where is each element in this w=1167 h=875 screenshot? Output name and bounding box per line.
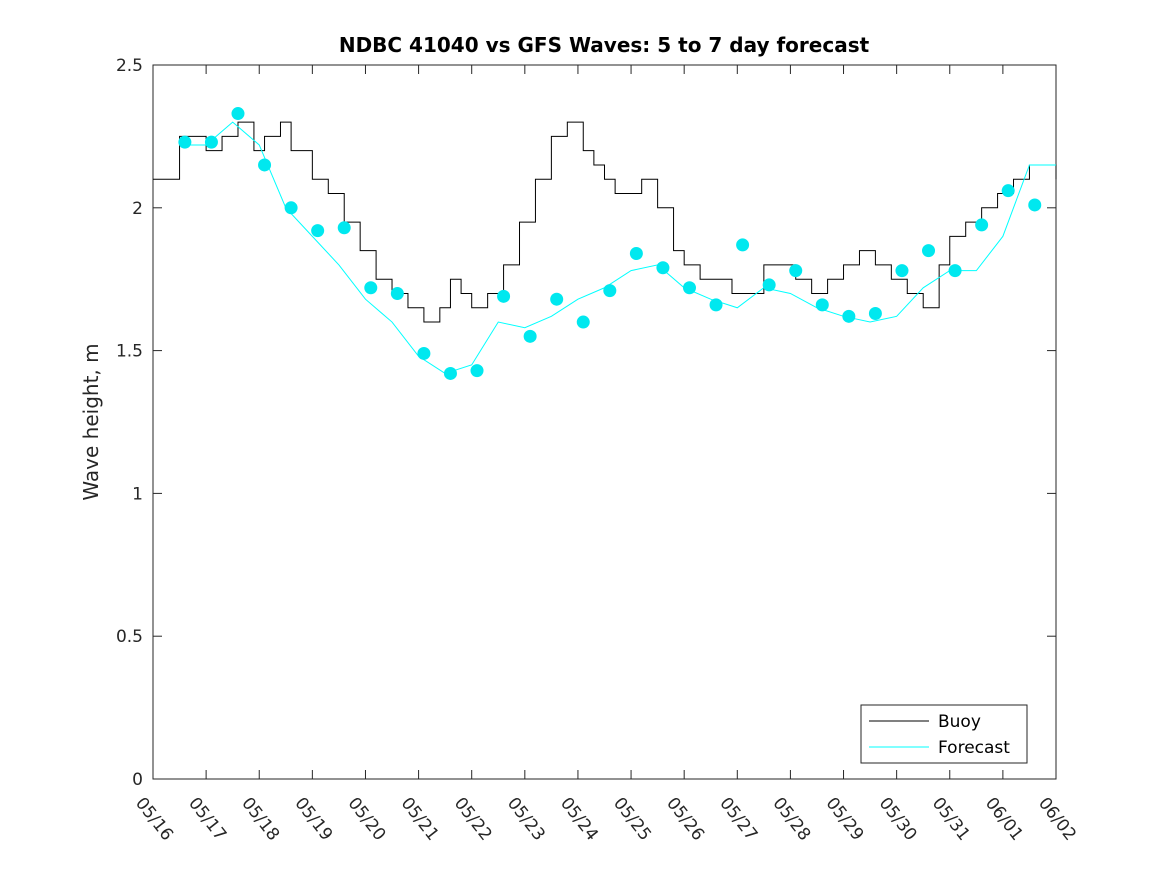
forecast-marker [364, 281, 378, 295]
forecast-marker [284, 201, 298, 215]
y-tick-label: 2 [132, 199, 143, 219]
forecast-marker [682, 281, 696, 295]
marker-layer [178, 107, 1042, 380]
forecast-marker [470, 364, 484, 378]
forecast-marker [231, 107, 245, 121]
forecast-marker [736, 238, 750, 252]
legend-forecast-label: Forecast [938, 738, 1010, 758]
forecast-marker [868, 306, 882, 320]
legend-box [860, 704, 1028, 764]
forecast-marker [311, 224, 325, 238]
forecast-marker [629, 246, 643, 260]
forecast-marker [709, 298, 723, 312]
forecast-marker [815, 298, 829, 312]
forecast-marker [497, 289, 511, 303]
forecast-marker [842, 309, 856, 323]
forecast-marker [603, 284, 617, 298]
y-tick-label: 0 [132, 770, 143, 790]
forecast-marker [1028, 198, 1042, 212]
y-tick-label: 1.5 [116, 342, 143, 362]
forecast-marker [922, 244, 936, 258]
y-axis-label: Wave height, m [79, 343, 103, 500]
forecast-marker [417, 346, 431, 360]
axes-box [152, 64, 1057, 780]
forecast-marker [337, 221, 351, 235]
forecast-marker [975, 218, 989, 232]
legend-buoy-label: Buoy [938, 712, 981, 732]
y-tick-label: 1 [132, 484, 143, 504]
y-tick-label: 0.5 [116, 627, 143, 647]
forecast-marker [948, 264, 962, 278]
forecast-marker [576, 315, 590, 329]
y-ticks: 0 0.5 1 1.5 2 2.5 [116, 56, 1056, 790]
series-line-forecast [179, 121, 1056, 374]
plot-area: 00.511.522.5 05/16 05/17 05/18 05/19 05/20 05… [116, 56, 1080, 845]
forecast-marker [550, 292, 564, 306]
forecast-marker [443, 366, 457, 380]
forecast-marker [178, 135, 192, 149]
legend: Buoy Forecast [860, 704, 1028, 764]
forecast-marker [258, 158, 272, 172]
forecast-marker [656, 261, 670, 275]
series-line-buoy [153, 121, 1057, 323]
forecast-marker [390, 286, 404, 300]
forecast-marker [789, 264, 803, 278]
forecast-marker [1001, 184, 1015, 198]
series-layer [153, 121, 1057, 374]
forecast-marker [762, 278, 776, 292]
forecast-marker [523, 329, 537, 343]
forecast-marker [895, 264, 909, 278]
chart-title: NDBC 41040 vs GFS Waves: 5 to 7 day fore… [339, 33, 870, 57]
forecast-marker [204, 135, 218, 149]
y-tick-label: 2.5 [116, 56, 143, 76]
